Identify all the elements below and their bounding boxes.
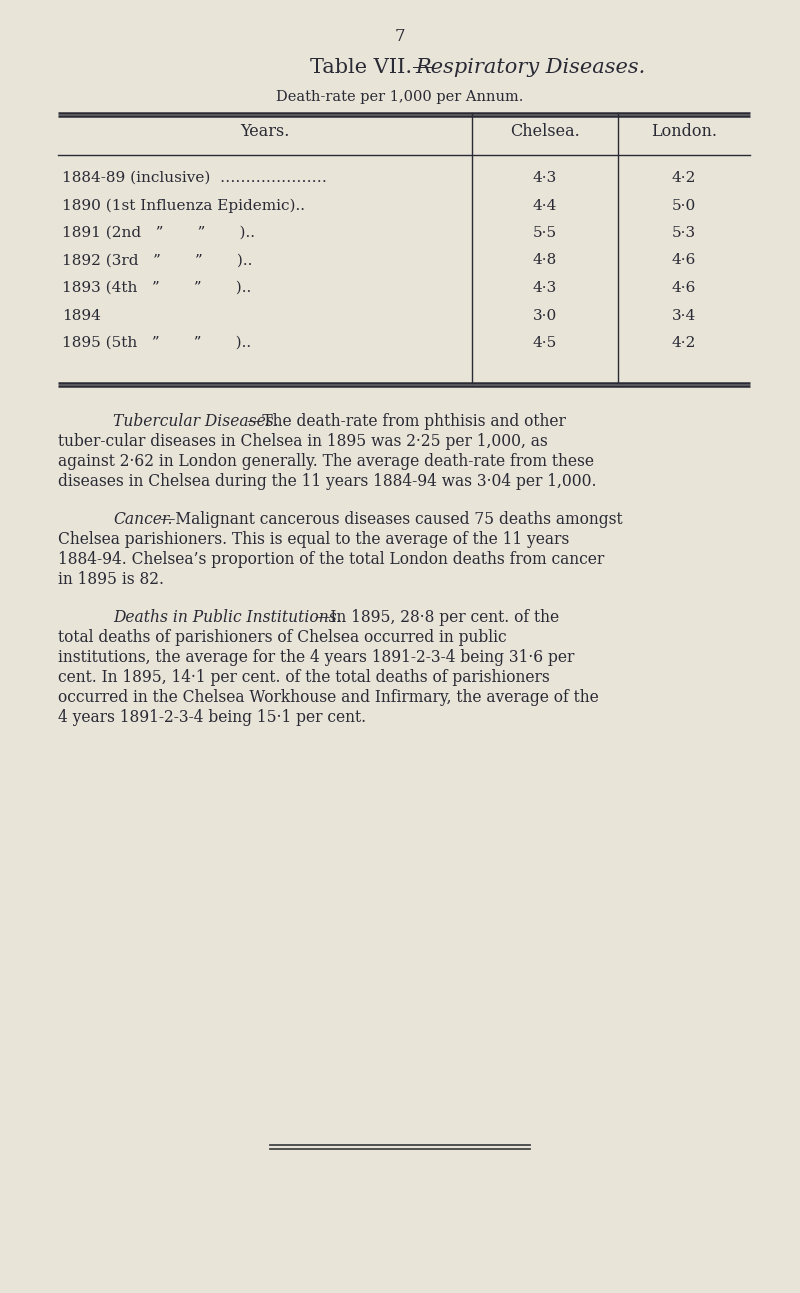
Text: 1884-94. Chelsea’s proportion of the total London deaths from cancer: 1884-94. Chelsea’s proportion of the tot…: [58, 551, 604, 568]
Text: —The death-rate from phthisis and other: —The death-rate from phthisis and other: [247, 412, 566, 431]
Text: 4·6: 4·6: [672, 281, 696, 295]
Text: 7: 7: [394, 28, 406, 45]
Text: 5·0: 5·0: [672, 199, 696, 212]
Text: 4·5: 4·5: [533, 336, 557, 350]
Text: cent. In 1895, 14·1 per cent. of the total deaths of parishioners: cent. In 1895, 14·1 per cent. of the tot…: [58, 668, 550, 687]
Text: Respiratory Diseases.: Respiratory Diseases.: [415, 58, 646, 78]
Text: in 1895 is 82.: in 1895 is 82.: [58, 572, 164, 588]
Text: occurred in the Chelsea Workhouse and Infirmary, the average of the: occurred in the Chelsea Workhouse and In…: [58, 689, 598, 706]
Text: 3·0: 3·0: [533, 309, 557, 322]
Text: diseases in Chelsea during the 11 years 1884-94 was 3·04 per 1,000.: diseases in Chelsea during the 11 years …: [58, 473, 597, 490]
Text: Chelsea.: Chelsea.: [510, 123, 580, 140]
Text: 1894: 1894: [62, 309, 101, 322]
Text: 5·5: 5·5: [533, 226, 557, 240]
Text: 5·3: 5·3: [672, 226, 696, 240]
Text: Chelsea parishioners. This is equal to the average of the 11 years: Chelsea parishioners. This is equal to t…: [58, 531, 570, 548]
Text: London.: London.: [651, 123, 717, 140]
Text: 4·2: 4·2: [672, 336, 696, 350]
Text: —Malignant cancerous diseases caused 75 deaths amongst: —Malignant cancerous diseases caused 75 …: [160, 511, 622, 528]
Text: 4 years 1891-2-3-4 being 15·1 per cent.: 4 years 1891-2-3-4 being 15·1 per cent.: [58, 709, 366, 725]
Text: 1891 (2nd   ”       ”       )..: 1891 (2nd ” ” )..: [62, 226, 255, 240]
Text: 4·3: 4·3: [533, 281, 557, 295]
Text: 1892 (3rd   ”       ”       )..: 1892 (3rd ” ” )..: [62, 253, 252, 268]
Text: 4·8: 4·8: [533, 253, 557, 268]
Text: 1884-89 (inclusive)  …………………: 1884-89 (inclusive) …………………: [62, 171, 327, 185]
Text: total deaths of parishioners of Chelsea occurred in public: total deaths of parishioners of Chelsea …: [58, 628, 506, 646]
Text: 4·4: 4·4: [533, 199, 557, 212]
Text: tuber-cular diseases in Chelsea in 1895 was 2·25 per 1,000, as: tuber-cular diseases in Chelsea in 1895 …: [58, 433, 548, 450]
Text: Table VII.—: Table VII.—: [310, 58, 433, 78]
Text: 1895 (5th   ”       ”       )..: 1895 (5th ” ” )..: [62, 336, 251, 350]
Text: 1893 (4th   ”       ”       )..: 1893 (4th ” ” )..: [62, 281, 251, 295]
Text: 1890 (1st Influenza Epidemic)..: 1890 (1st Influenza Epidemic)..: [62, 199, 305, 213]
Text: 4·3: 4·3: [533, 171, 557, 185]
Text: against 2·62 in London generally. The average death-rate from these: against 2·62 in London generally. The av…: [58, 453, 594, 469]
Text: Cancer.: Cancer.: [113, 511, 172, 528]
Text: 3·4: 3·4: [672, 309, 696, 322]
Text: 4·2: 4·2: [672, 171, 696, 185]
Text: Tubercular Diseases.: Tubercular Diseases.: [113, 412, 278, 431]
Text: Deaths in Public Institutions.: Deaths in Public Institutions.: [113, 609, 342, 626]
Text: Death-rate per 1,000 per Annum.: Death-rate per 1,000 per Annum.: [276, 91, 524, 103]
Text: —In 1895, 28·8 per cent. of the: —In 1895, 28·8 per cent. of the: [314, 609, 558, 626]
Text: Years.: Years.: [240, 123, 290, 140]
Text: 4·6: 4·6: [672, 253, 696, 268]
Text: institutions, the average for the 4 years 1891-2-3-4 being 31·6 per: institutions, the average for the 4 year…: [58, 649, 574, 666]
